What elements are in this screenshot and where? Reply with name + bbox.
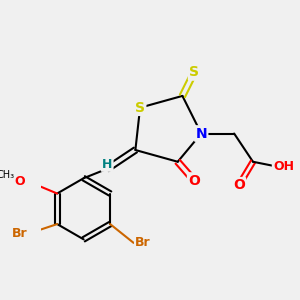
Text: Br: Br bbox=[135, 236, 151, 249]
Text: OH: OH bbox=[273, 160, 294, 173]
Text: N: N bbox=[195, 127, 207, 140]
Text: O: O bbox=[233, 178, 245, 192]
Text: S: S bbox=[135, 101, 145, 115]
Text: CH₃: CH₃ bbox=[0, 170, 14, 180]
Text: H: H bbox=[102, 158, 112, 171]
Text: O: O bbox=[14, 175, 25, 188]
Text: S: S bbox=[189, 65, 199, 80]
Text: Br: Br bbox=[12, 227, 27, 240]
Text: O: O bbox=[188, 174, 200, 188]
